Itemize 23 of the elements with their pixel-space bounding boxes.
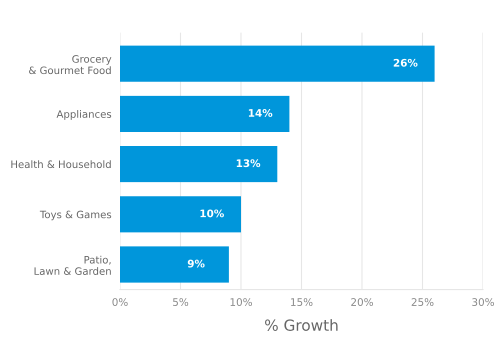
y-tick-label: Patio, Lawn & Garden xyxy=(34,256,111,275)
x-tick-label: 25% xyxy=(412,298,434,306)
y-tick-label: Health & Household xyxy=(11,160,111,168)
x-tick-label: 15% xyxy=(291,298,312,306)
bar xyxy=(120,146,278,182)
bar xyxy=(120,96,290,132)
x-axis-title: % Growth xyxy=(265,319,338,331)
data-label: 9% xyxy=(188,260,205,268)
y-tick-label: Toys & Games xyxy=(40,210,112,220)
x-tick-label: 20% xyxy=(351,298,373,306)
y-tick-label: Appliances xyxy=(56,110,112,120)
x-tick-label: 5% xyxy=(173,298,188,306)
x-tick-label: 30% xyxy=(472,298,494,306)
bar xyxy=(120,46,435,82)
data-label: 14% xyxy=(248,109,272,117)
bar xyxy=(120,196,241,232)
data-label: 10% xyxy=(200,209,224,218)
x-tick-label: 10% xyxy=(230,298,252,306)
data-label: 13% xyxy=(236,159,260,168)
y-tick-label: Grocery & Gourmet Food xyxy=(29,55,112,74)
data-label: 26% xyxy=(394,58,418,67)
bar xyxy=(120,246,229,283)
x-tick-label: 0% xyxy=(112,298,128,306)
